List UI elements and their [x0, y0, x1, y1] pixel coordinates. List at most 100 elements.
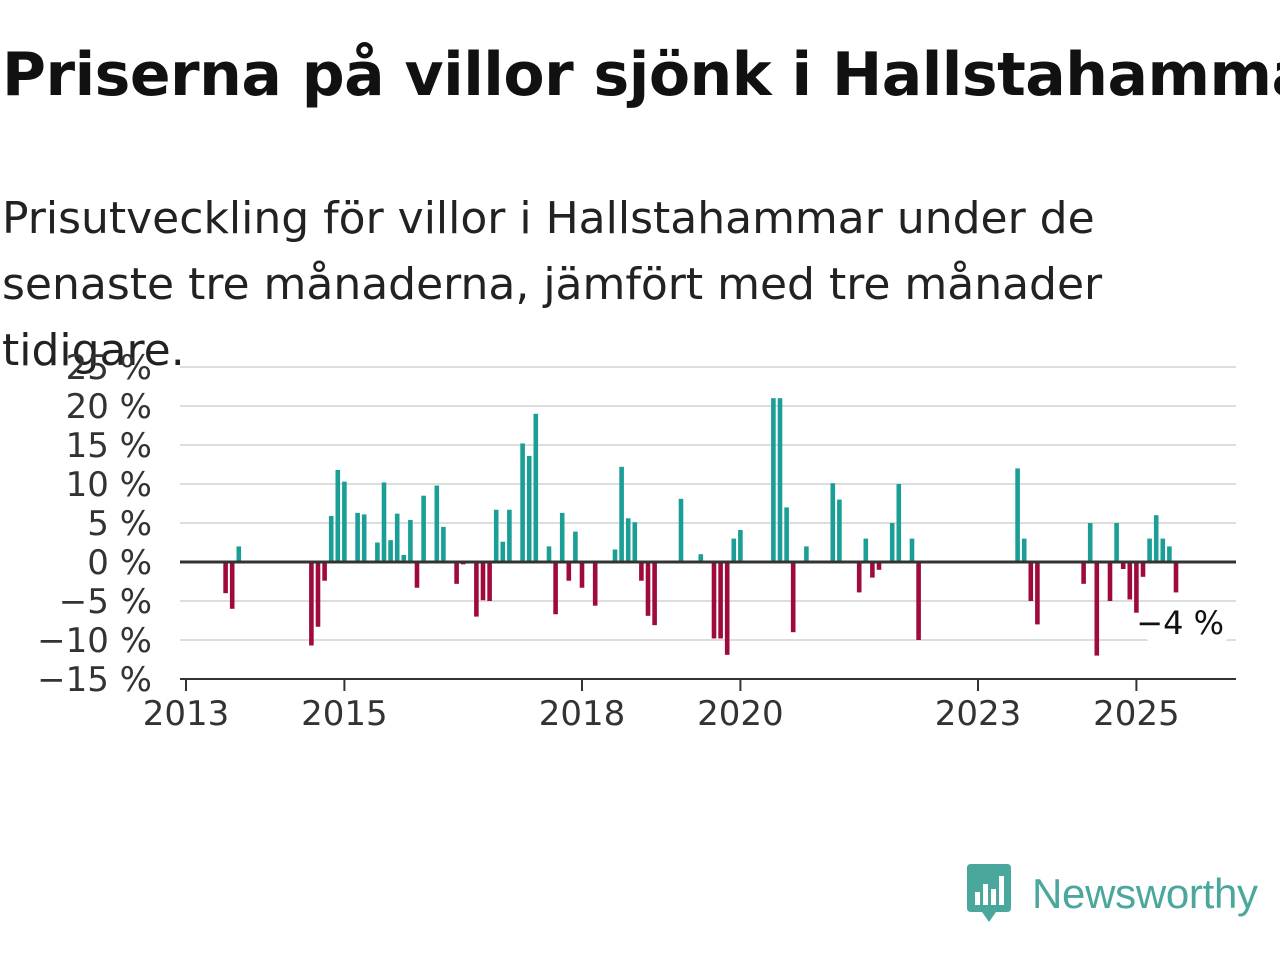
value-label-bg [1146, 602, 1228, 642]
bar [639, 562, 644, 581]
bar [441, 526, 446, 562]
bar [863, 538, 869, 562]
bar [718, 562, 723, 639]
bar [889, 523, 895, 562]
bar [1021, 538, 1027, 562]
x-tick-label: 2023 [935, 694, 1022, 734]
bar [487, 562, 492, 601]
y-tick-label: 10 % [66, 465, 152, 505]
bar [632, 522, 638, 562]
bar [916, 562, 921, 640]
bar [896, 484, 902, 562]
bar [1160, 538, 1166, 562]
x-tick-label: 2020 [697, 694, 784, 734]
bar [876, 562, 882, 570]
bar [546, 546, 552, 562]
bar [1028, 562, 1034, 601]
page-title: Priserna på villor sjönk i Hallstahammar [2, 40, 1280, 110]
bar [507, 509, 512, 562]
bar [1153, 515, 1159, 562]
bar [724, 562, 730, 655]
x-tick-label: 2025 [1093, 694, 1180, 734]
bar [804, 546, 809, 562]
y-tick-label: −10 % [37, 621, 152, 661]
bar [223, 562, 228, 594]
bar [777, 398, 783, 562]
bar [592, 562, 598, 606]
bar [520, 443, 525, 562]
bar [856, 562, 862, 593]
bar [394, 513, 400, 562]
page-subtitle: Prisutveckling för villor i Hallstahamma… [2, 193, 1103, 376]
bar [1094, 562, 1100, 656]
bar [322, 562, 327, 581]
bar [342, 481, 347, 562]
bar [1140, 562, 1146, 577]
x-tick-label: 2015 [301, 694, 388, 734]
bar [909, 538, 915, 562]
bar [1173, 562, 1179, 593]
bar [493, 509, 499, 562]
x-axis: 2013 2015 2018 2020 2023 2025 [143, 678, 1236, 734]
bar [421, 495, 426, 562]
bar-chart: 25 %20 %15 %10 %5 %0 %−5 %−10 %−15 % 201… [37, 348, 1236, 734]
bar [328, 515, 334, 562]
bar [1114, 523, 1119, 562]
bar [229, 562, 235, 609]
bar [698, 554, 704, 562]
bar [454, 562, 459, 584]
bar [355, 512, 360, 562]
bar [309, 562, 314, 646]
bar [612, 549, 618, 562]
bar [771, 398, 776, 562]
y-tick-label: 0 % [87, 543, 152, 583]
bar [652, 562, 657, 626]
bar [566, 562, 572, 581]
bar [1087, 523, 1093, 562]
bar [1081, 562, 1086, 584]
bar [1167, 546, 1172, 562]
bar [335, 469, 341, 562]
bar [1134, 562, 1139, 613]
bar [388, 540, 393, 562]
bar [500, 541, 506, 562]
bar [1120, 562, 1126, 570]
bar [837, 499, 842, 562]
bar [1147, 538, 1152, 562]
bar [533, 413, 539, 562]
x-tick-label: 2013 [143, 694, 230, 734]
y-tick-label: 20 % [66, 387, 152, 427]
bar [830, 483, 836, 562]
bar [559, 512, 565, 562]
bar [678, 498, 684, 562]
bar [790, 562, 796, 633]
bar [1107, 562, 1113, 601]
bar [738, 530, 743, 562]
bar [625, 518, 631, 562]
y-tick-label: −5 % [59, 582, 152, 622]
bar [553, 562, 558, 615]
bar [573, 531, 578, 562]
y-tick-label: 5 % [87, 504, 152, 544]
bar [236, 546, 242, 562]
bar [408, 519, 413, 562]
brand-name: Newsworthy [1032, 870, 1258, 917]
bar [1127, 562, 1133, 600]
bar [381, 482, 387, 562]
bar [579, 562, 585, 588]
x-tick-label: 2018 [539, 694, 626, 734]
bar [474, 562, 479, 617]
bar [731, 538, 737, 562]
bar-chart-speech-bubble-icon [967, 864, 1011, 922]
bar [375, 542, 380, 562]
bar [1015, 468, 1020, 562]
bar [711, 562, 717, 639]
bars [180, 398, 1236, 656]
y-tick-label: −15 % [37, 660, 152, 700]
y-tick-label: 25 % [66, 348, 152, 388]
bar [619, 466, 624, 562]
bar [401, 554, 407, 562]
bar [361, 514, 367, 562]
y-axis-ticks: 25 %20 %15 %10 %5 %0 %−5 %−10 %−15 % [37, 348, 152, 700]
bar [645, 562, 651, 616]
